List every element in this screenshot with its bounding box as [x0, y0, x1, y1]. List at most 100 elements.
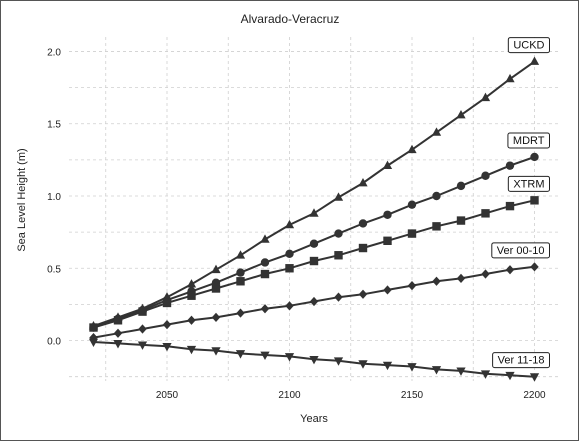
- data-point: [383, 285, 392, 295]
- data-point: [407, 144, 417, 154]
- x-tick-label: 2200: [523, 390, 546, 401]
- data-point: [529, 56, 540, 65]
- data-point: [89, 333, 98, 343]
- data-point: [456, 216, 466, 225]
- data-point: [407, 280, 417, 291]
- data-point: [113, 316, 123, 325]
- data-point: [186, 345, 197, 355]
- series-lines: [88, 56, 540, 382]
- y-tick-label: 1.0: [47, 192, 61, 203]
- data-point: [333, 357, 344, 366]
- series-ver-11-18: [88, 338, 540, 382]
- data-point: [530, 262, 539, 272]
- series-labels: UCKD MDRT XTRM Ver 00-10 Ver 11-18: [491, 37, 550, 369]
- data-point: [211, 347, 221, 356]
- series-label-box: [507, 132, 550, 149]
- data-point: [529, 373, 540, 382]
- data-point: [432, 276, 441, 286]
- data-point: [309, 256, 319, 266]
- series-label-box: [507, 37, 550, 54]
- data-point: [260, 234, 270, 243]
- data-point: [236, 308, 245, 318]
- x-tick-label: 2150: [401, 390, 424, 401]
- data-point: [113, 340, 123, 349]
- series-label-box: [507, 175, 550, 192]
- y-tick-label: 0.0: [47, 337, 61, 348]
- data-point: [88, 338, 99, 348]
- data-point: [456, 273, 466, 283]
- series-uckd: [88, 56, 540, 330]
- axis-ticks: 2050 2100 2150 2200 0.0 0.5 1.0 1.5 2.0: [47, 47, 546, 401]
- series-label: Ver 11-18: [498, 355, 545, 367]
- data-point: [285, 301, 294, 311]
- data-point: [480, 92, 491, 102]
- x-tick-label: 2050: [156, 390, 179, 401]
- data-point: [235, 250, 246, 259]
- data-point: [505, 201, 515, 211]
- grid-lines: [69, 37, 559, 381]
- y-tick-label: 0.5: [47, 264, 61, 275]
- y-tick-label: 1.5: [47, 120, 61, 131]
- data-point: [358, 360, 368, 369]
- data-point: [432, 222, 441, 231]
- data-point: [211, 312, 221, 323]
- data-point: [187, 291, 196, 300]
- data-point: [260, 258, 270, 267]
- data-point: [481, 171, 490, 180]
- data-point: [505, 161, 515, 170]
- data-point: [284, 219, 295, 229]
- data-point: [162, 298, 172, 308]
- series-label: UCKD: [513, 40, 544, 52]
- data-point: [432, 191, 441, 201]
- data-point: [358, 177, 368, 187]
- data-point: [211, 284, 221, 293]
- data-point: [480, 370, 491, 379]
- data-point: [211, 264, 221, 274]
- series-label: MDRT: [513, 135, 545, 147]
- data-point: [138, 307, 147, 316]
- data-point: [530, 152, 539, 162]
- data-point: [481, 269, 490, 279]
- series-ver-00-10: [89, 262, 539, 343]
- data-point: [431, 127, 442, 136]
- data-point: [236, 277, 245, 286]
- data-point: [481, 209, 490, 218]
- data-point: [383, 236, 392, 245]
- data-point: [285, 249, 294, 259]
- data-point: [407, 200, 417, 209]
- data-point: [284, 353, 295, 362]
- data-point: [456, 110, 466, 119]
- data-point: [407, 229, 417, 238]
- data-point: [260, 269, 270, 279]
- data-point: [334, 251, 343, 260]
- data-point: [309, 355, 319, 365]
- series-label-box: [491, 242, 550, 259]
- series-label-box: [492, 352, 550, 369]
- data-point: [187, 315, 196, 325]
- data-point: [235, 350, 246, 359]
- data-point: [505, 371, 515, 381]
- data-point: [309, 296, 319, 307]
- data-point: [358, 289, 368, 299]
- data-point: [89, 323, 98, 332]
- data-point: [186, 279, 197, 288]
- data-point: [137, 341, 148, 350]
- data-point: [309, 239, 319, 248]
- series-label: Ver 00-10: [497, 245, 545, 257]
- data-point: [236, 268, 245, 277]
- data-point: [456, 367, 466, 376]
- data-point: [162, 342, 172, 352]
- y-tick-label: 2.0: [47, 47, 61, 58]
- data-point: [309, 208, 319, 217]
- series-line: [93, 60, 536, 328]
- chart-title: Alvarado-Veracruz: [241, 12, 340, 26]
- y-axis-label: Sea Level Height (m): [16, 148, 28, 251]
- data-point: [358, 243, 368, 253]
- data-point: [113, 328, 123, 338]
- data-point: [530, 196, 539, 205]
- data-point: [138, 324, 147, 334]
- data-point: [358, 219, 368, 228]
- data-point: [431, 366, 442, 375]
